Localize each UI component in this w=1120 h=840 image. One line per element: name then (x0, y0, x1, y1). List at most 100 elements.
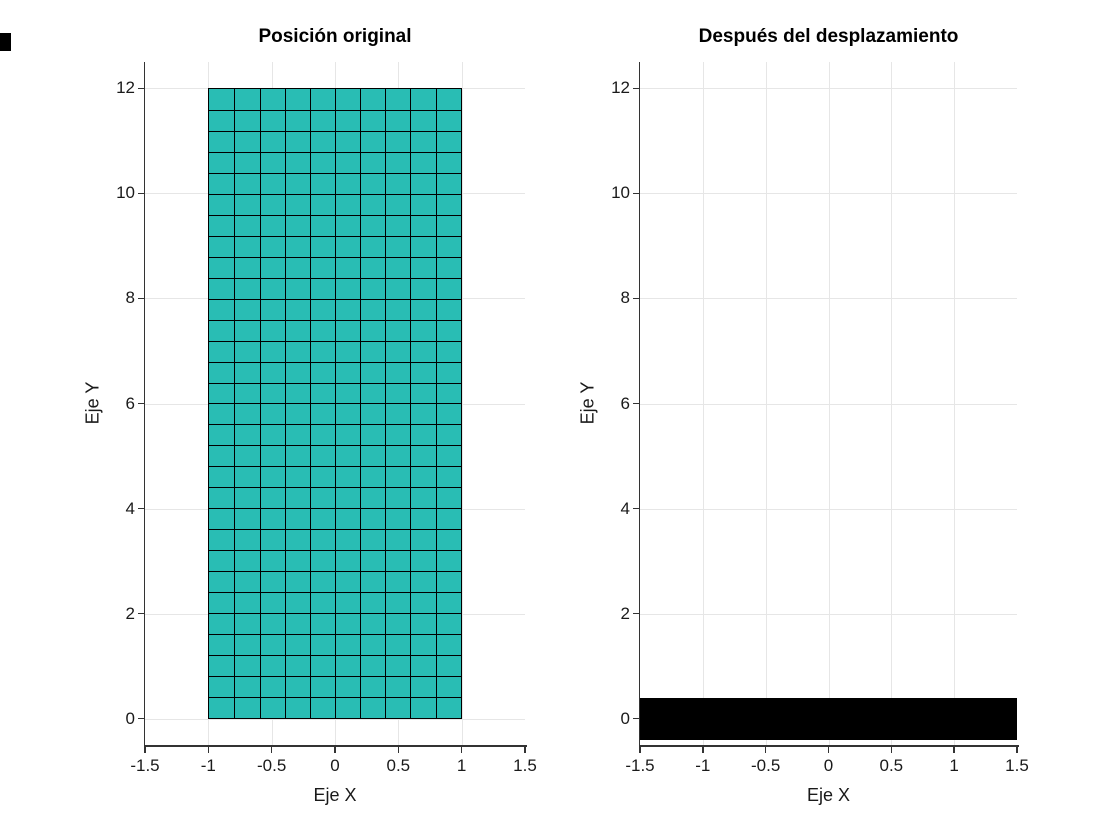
x-tick-mark (1016, 746, 1018, 753)
x-tick-mark (144, 746, 146, 753)
y-gridline (640, 508, 1017, 510)
x-tick-mark (702, 746, 704, 753)
mesh-line-horizontal (209, 445, 461, 447)
x-tick-label: 0.5 (879, 756, 904, 775)
mesh-line-horizontal (209, 466, 461, 468)
y-gridline (640, 613, 1017, 615)
x-tick-label: -0.5 (751, 756, 781, 775)
right-plot-area: -1.5 -1 -0.5 0 0.5 1 1.5 0 2 4 6 8 10 12 (611, 62, 1029, 775)
y-tick-label: 4 (620, 498, 630, 518)
x-tick-mark (270, 746, 273, 753)
x-axis-line (143, 745, 527, 747)
x-axis-line (638, 745, 1019, 747)
mesh-line-horizontal (209, 340, 461, 342)
membrane-patch (208, 88, 462, 719)
x-tick-label: 1 (456, 756, 467, 775)
y-tick-mark (137, 717, 144, 720)
y-tick-label: 0 (125, 708, 135, 728)
y-gridline (145, 718, 525, 720)
screen-artifact (0, 33, 11, 51)
x-tick-label: 1.5 (513, 756, 537, 775)
y-tick-mark (632, 612, 639, 615)
y-tick-label: 0 (620, 708, 630, 728)
x-tick-mark (639, 746, 641, 753)
y-axis-line (143, 62, 145, 747)
x-tick-label: -1 (695, 756, 711, 775)
x-tick-label: -1.5 (625, 756, 655, 775)
mesh-line-horizontal (209, 235, 461, 237)
x-tick-mark (460, 746, 463, 753)
mesh-line-horizontal (209, 110, 461, 112)
x-tick-label: -1.5 (130, 756, 160, 775)
y-tick-label: 8 (620, 288, 630, 308)
x-tick-label: -1 (200, 756, 216, 775)
membrane-patch (640, 697, 1017, 740)
y-tick-mark (632, 87, 639, 90)
y-tick-mark (632, 507, 639, 510)
mesh-line-horizontal (209, 487, 461, 489)
mesh-line-horizontal (209, 592, 461, 594)
mesh-line-horizontal (209, 194, 461, 195)
mesh-line-horizontal (209, 403, 461, 405)
x-tick-label: 0 (823, 756, 834, 775)
mesh-line-horizontal (209, 173, 461, 175)
y-gridline (640, 88, 1017, 90)
mesh-line-horizontal (209, 508, 461, 510)
mesh-line-horizontal (209, 319, 461, 321)
x-tick-mark (524, 746, 526, 753)
y-tick-mark (632, 192, 639, 195)
y-tick-label: 8 (125, 288, 135, 308)
y-tick-label: 12 (611, 78, 630, 98)
left-plot-title: Posición original (258, 26, 412, 47)
left-plot-area: -1.5 -1 -0.5 0 0.5 1 1.5 0 2 4 6 8 10 12 (116, 62, 537, 775)
y-tick-mark (632, 297, 639, 300)
y-tick-label: 10 (116, 183, 135, 203)
mesh-line-horizontal (209, 696, 461, 698)
left-x-axis-label: Eje X (313, 785, 357, 805)
y-tick-mark (137, 612, 144, 615)
y-tick-label: 4 (125, 498, 135, 518)
x-tick-mark (764, 746, 767, 753)
y-tick-label: 6 (125, 393, 135, 413)
x-tick-label: 1.5 (1005, 756, 1029, 775)
x-tick-label: 0 (330, 756, 340, 775)
y-tick-label: 2 (125, 603, 135, 623)
mesh-line-horizontal (209, 529, 461, 531)
mesh-line-horizontal (209, 654, 461, 656)
y-tick-label: 12 (116, 78, 135, 98)
x-tick-mark (207, 746, 210, 753)
mesh-line-horizontal (209, 382, 461, 384)
y-tick-label: 10 (611, 183, 630, 203)
y-tick-mark (632, 402, 639, 405)
mesh-line-horizontal (209, 612, 461, 614)
y-tick-mark (632, 717, 639, 720)
y-tick-mark (137, 297, 144, 300)
mesh-line-horizontal (209, 571, 461, 573)
y-tick-label: 6 (620, 393, 630, 413)
mesh-line-horizontal (209, 424, 461, 426)
x-tick-mark (827, 746, 830, 753)
mesh-line-horizontal (209, 675, 461, 677)
mesh-line-horizontal (209, 633, 461, 635)
x-tick-label: 1 (949, 756, 959, 775)
mesh-line-horizontal (209, 298, 461, 300)
x-tick-label: -0.5 (257, 756, 287, 775)
x-tick-mark (953, 746, 955, 753)
right-x-axis-label: Eje X (806, 785, 851, 805)
y-axis-line (638, 62, 640, 747)
x-tick-mark (334, 746, 336, 753)
mesh-line-horizontal (209, 214, 461, 216)
y-tick-mark (137, 507, 144, 510)
mesh-line-horizontal (209, 361, 461, 363)
y-gridline (640, 403, 1017, 405)
y-gridline (640, 298, 1017, 300)
y-tick-mark (137, 192, 144, 195)
y-tick-mark (137, 402, 144, 405)
mesh-line-horizontal (209, 152, 461, 154)
mesh-line-horizontal (209, 131, 461, 133)
right-plot-title: Después del desplazamiento (698, 26, 959, 47)
x-tick-mark (890, 746, 893, 753)
mesh-line-horizontal (209, 550, 461, 552)
x-tick-label: 0.5 (386, 756, 411, 775)
